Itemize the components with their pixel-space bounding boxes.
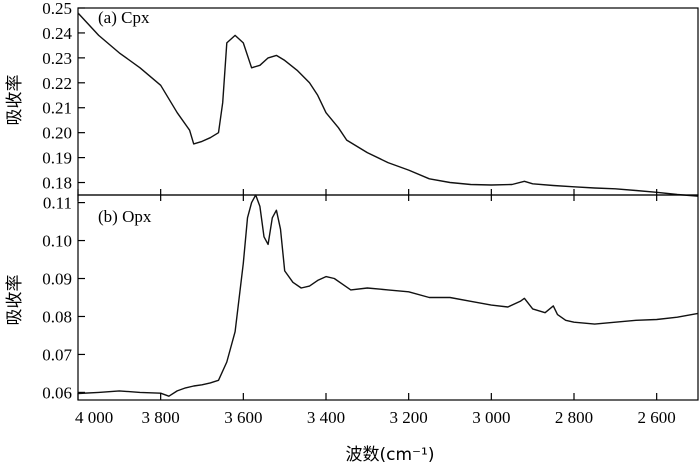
x-tick-label: 3 200 (390, 408, 428, 427)
x-tick-label: 3 800 (142, 408, 180, 427)
y-tick-label-cpx: 0.18 (42, 174, 72, 193)
y-tick-label-opx: 0.08 (42, 307, 72, 326)
x-axis-ticks: 4 000 3 800 3 600 3 400 3 200 3 000 2 800 2 600 (75, 189, 676, 427)
series-line-opx (77, 194, 699, 397)
panel-cpx-y-axis-title: 吸收率 (5, 75, 25, 126)
panel-opx: 0.11 0.10 0.09 0.08 0.07 0.06 (b) Opx 吸收率 (5, 194, 699, 402)
x-axis-title: 波数(cm⁻¹) (346, 445, 435, 465)
panel-opx-y-ticks: 0.11 0.10 0.09 0.08 0.07 0.06 (42, 194, 85, 402)
y-tick-label-cpx: 0.23 (42, 49, 72, 68)
x-tick-label: 2 600 (638, 408, 676, 427)
y-tick-label-opx: 0.06 (42, 383, 72, 402)
series-line-cpx (77, 12, 699, 197)
x-tick-label: 4 000 (75, 408, 113, 427)
y-tick-label-opx: 0.07 (42, 345, 72, 364)
panel-cpx-y-ticks: 0.25 0.24 0.23 0.22 0.21 0.20 0.19 0.18 (42, 0, 85, 193)
panel-opx-label: (b) Opx (98, 207, 152, 226)
y-tick-label-opx: 0.09 (42, 270, 72, 289)
y-tick-label-cpx: 0.22 (42, 74, 72, 93)
x-tick-label: 3 400 (307, 408, 345, 427)
y-tick-label-cpx: 0.20 (42, 124, 72, 143)
y-tick-label-cpx: 0.21 (42, 99, 72, 118)
panel-cpx: 0.25 0.24 0.23 0.22 0.21 0.20 0.19 0.18 (a) Cpx… (5, 0, 699, 197)
x-tick-label: 3 600 (224, 408, 262, 427)
x-tick-label: 3 000 (472, 408, 510, 427)
panel-opx-y-axis-title: 吸收率 (5, 275, 25, 326)
y-tick-label-opx: 0.10 (42, 232, 72, 251)
y-tick-label-cpx: 0.24 (42, 24, 72, 43)
panel-cpx-label: (a) Cpx (98, 8, 150, 27)
panel-opx-frame (77, 194, 699, 401)
y-tick-label-opx: 0.11 (43, 194, 72, 213)
y-tick-label-cpx: 0.19 (42, 149, 72, 168)
x-tick-label: 2 800 (555, 408, 593, 427)
y-tick-label-cpx: 0.25 (42, 0, 72, 18)
